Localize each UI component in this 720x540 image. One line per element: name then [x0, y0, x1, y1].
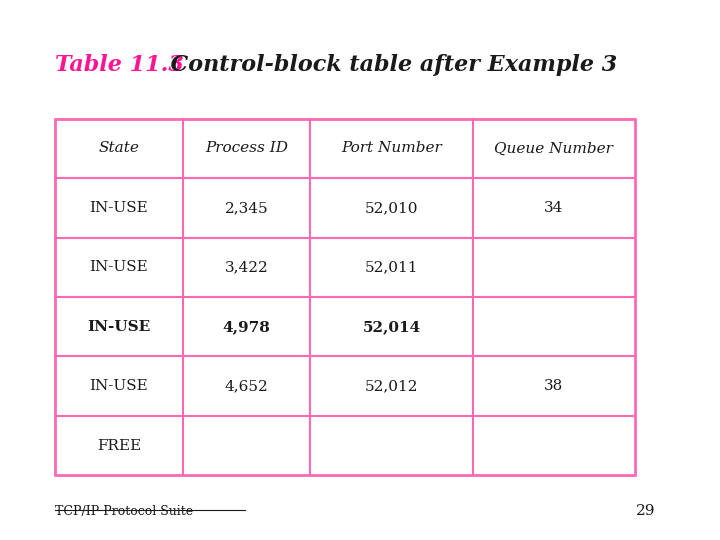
Text: FREE: FREE	[97, 438, 141, 453]
Text: 29: 29	[636, 504, 656, 518]
Text: 3,422: 3,422	[225, 260, 269, 274]
Text: 52,012: 52,012	[365, 379, 418, 393]
Text: 4,978: 4,978	[222, 320, 271, 334]
Text: IN-USE: IN-USE	[87, 320, 150, 334]
Text: Control-block table after Example 3: Control-block table after Example 3	[156, 54, 618, 76]
Text: TCP/IP Protocol Suite: TCP/IP Protocol Suite	[55, 505, 194, 518]
Text: Queue Number: Queue Number	[495, 141, 613, 156]
Text: State: State	[99, 141, 140, 156]
Text: 34: 34	[544, 201, 564, 215]
Text: IN-USE: IN-USE	[89, 260, 148, 274]
Text: 52,010: 52,010	[365, 201, 418, 215]
Text: 38: 38	[544, 379, 564, 393]
Text: IN-USE: IN-USE	[89, 379, 148, 393]
Text: 4,652: 4,652	[225, 379, 269, 393]
Text: 2,345: 2,345	[225, 201, 269, 215]
Text: 52,011: 52,011	[365, 260, 418, 274]
Text: Process ID: Process ID	[205, 141, 288, 156]
Text: Port Number: Port Number	[341, 141, 442, 156]
Text: Table 11.3: Table 11.3	[55, 54, 184, 76]
Text: 52,014: 52,014	[362, 320, 420, 334]
Text: IN-USE: IN-USE	[89, 201, 148, 215]
